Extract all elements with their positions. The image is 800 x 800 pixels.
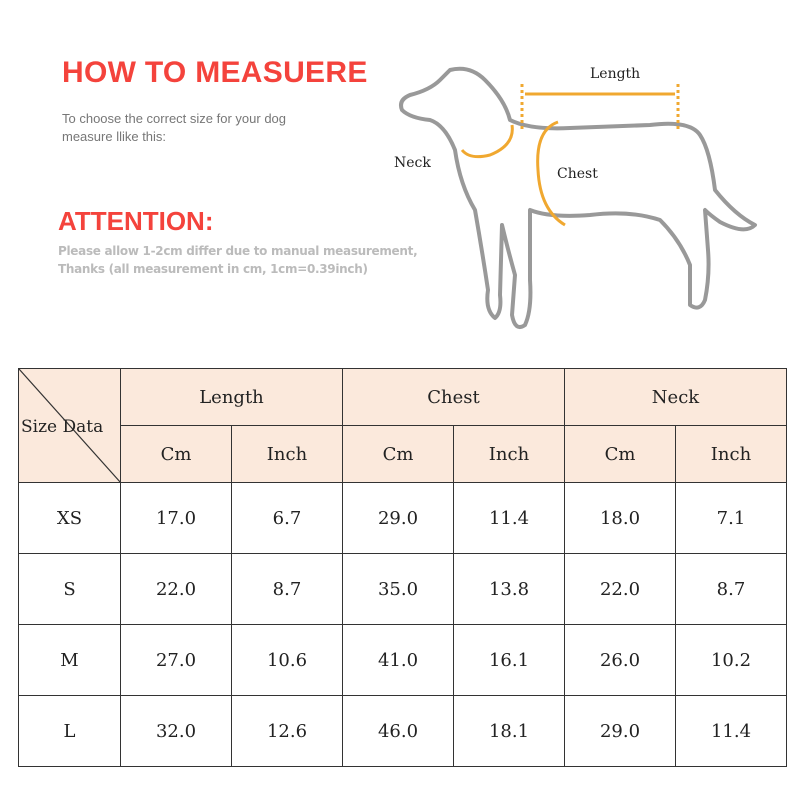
value-cell: 29.0 — [342, 482, 454, 554]
value-cell: 10.6 — [231, 624, 343, 696]
instructions: To choose the correct size for your dog … — [62, 110, 322, 146]
value-cell: 10.2 — [675, 624, 787, 696]
value-cell: 16.1 — [453, 624, 565, 696]
attention-title: ATTENTION: — [58, 206, 214, 236]
unit-header: Cm — [120, 425, 232, 483]
corner-data: Data — [62, 417, 104, 437]
group-header-chest: Chest — [342, 368, 565, 426]
unit-header: Cm — [342, 425, 454, 483]
diagonal-divider — [19, 369, 121, 483]
unit-header: Inch — [453, 425, 565, 483]
value-cell: 8.7 — [231, 553, 343, 625]
attention-line-2: Thanks (all measurement in cm, 1cm=0.39i… — [58, 262, 368, 276]
group-header-length: Length — [120, 368, 343, 426]
value-cell: 18.0 — [564, 482, 676, 554]
value-cell: 18.1 — [453, 695, 565, 767]
value-cell: 46.0 — [342, 695, 454, 767]
value-cell: 22.0 — [564, 553, 676, 625]
value-cell: 7.1 — [675, 482, 787, 554]
how-to-measure-title: HOW TO MEASUERE — [62, 56, 368, 89]
corner-cell: Size Data — [18, 368, 121, 483]
value-cell: 41.0 — [342, 624, 454, 696]
unit-header: Cm — [564, 425, 676, 483]
table-row: L 32.0 12.6 46.0 18.1 29.0 11.4 — [18, 695, 787, 767]
unit-header: Inch — [675, 425, 787, 483]
chest-label: Chest — [557, 166, 598, 182]
corner-label: Size Data — [21, 417, 103, 437]
attention-line-1: Please allow 1-2cm differ due to manual … — [58, 244, 418, 258]
value-cell: 17.0 — [120, 482, 232, 554]
value-cell: 32.0 — [120, 695, 232, 767]
size-cell: XS — [18, 482, 121, 554]
attention-note: Please allow 1-2cm differ due to manual … — [58, 242, 418, 278]
size-cell: S — [18, 553, 121, 625]
neck-label: Neck — [394, 155, 431, 171]
value-cell: 8.7 — [675, 553, 787, 625]
size-chart-table: Size Data Length Chest Neck Cm Inch Cm I… — [18, 368, 787, 767]
value-cell: 35.0 — [342, 553, 454, 625]
size-cell: L — [18, 695, 121, 767]
value-cell: 12.6 — [231, 695, 343, 767]
corner-size: Size — [21, 417, 58, 437]
value-cell: 11.4 — [453, 482, 565, 554]
value-cell: 29.0 — [564, 695, 676, 767]
measurement-lines — [460, 84, 680, 227]
neck-arrow — [460, 124, 514, 159]
value-cell: 11.4 — [675, 695, 787, 767]
value-cell: 27.0 — [120, 624, 232, 696]
group-header-neck: Neck — [564, 368, 787, 426]
dog-outline — [399, 66, 757, 329]
table-row: S 22.0 8.7 35.0 13.8 22.0 8.7 — [18, 553, 787, 625]
length-label: Length — [590, 66, 640, 82]
value-cell: 26.0 — [564, 624, 676, 696]
unit-header: Inch — [231, 425, 343, 483]
table-row: M 27.0 10.6 41.0 16.1 26.0 10.2 — [18, 624, 787, 696]
value-cell: 22.0 — [120, 553, 232, 625]
value-cell: 6.7 — [231, 482, 343, 554]
size-cell: M — [18, 624, 121, 696]
instructions-line-1: To choose the correct size for your dog — [62, 111, 287, 126]
dog-measurement-diagram: Length Neck Chest — [394, 66, 757, 329]
value-cell: 13.8 — [453, 553, 565, 625]
instructions-line-2: measure llike this: — [62, 129, 167, 144]
table-row: XS 17.0 6.7 29.0 11.4 18.0 7.1 — [18, 482, 787, 554]
chest-arrow — [536, 120, 566, 227]
